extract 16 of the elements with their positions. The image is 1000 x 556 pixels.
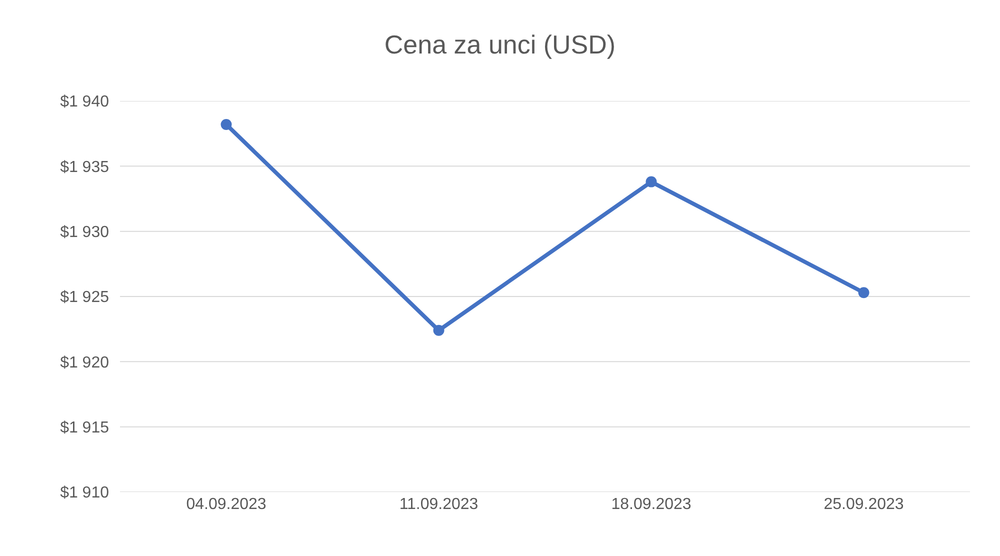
y-tick-label: $1 920: [60, 354, 110, 372]
x-tick-label: 11.09.2023: [399, 496, 478, 513]
y-tick-label: $1 925: [60, 289, 110, 306]
x-tick-label: 04.09.2023: [186, 496, 266, 513]
point: [433, 324, 444, 336]
y-tick-label: $1 940: [60, 94, 110, 111]
point: [646, 176, 657, 188]
x-tick-label: 25.09.2023: [824, 496, 904, 513]
y-tick-label: $1 915: [60, 419, 110, 436]
y-tick-label: $1 930: [60, 224, 110, 241]
y-tick-label: $1 910: [60, 484, 110, 502]
point: [858, 287, 870, 298]
point: [220, 118, 232, 130]
y-tick-label: $1 935: [60, 158, 110, 176]
x-tick-label: 18.09.2023: [611, 496, 692, 513]
chart-title: Cena za unci (USD): [384, 30, 616, 60]
